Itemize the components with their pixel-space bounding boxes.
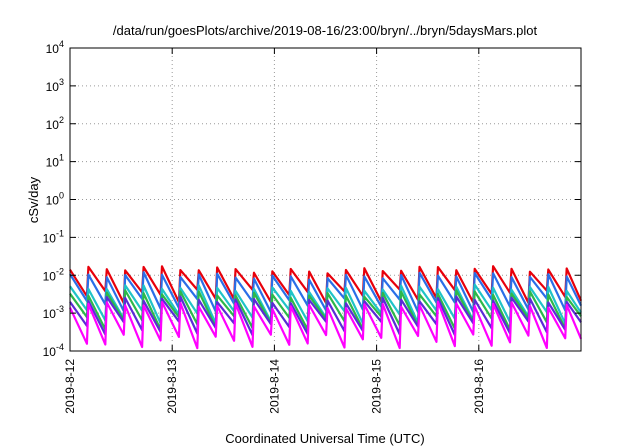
x-axis: 2019-8-12 2019-8-13 2019-8-14 2019-8-15 2019… xyxy=(63,48,486,414)
y-tick-base: 10 xyxy=(46,194,60,208)
series-line xyxy=(69,300,583,350)
y-tick-label: 103 xyxy=(46,77,64,94)
y-tick-base: 10 xyxy=(46,42,60,56)
series-layer xyxy=(69,265,583,350)
y-tick-base: 10 xyxy=(46,156,60,170)
y-tick-label: 10-2 xyxy=(43,266,64,283)
y-tick-exponent: -1 xyxy=(56,228,64,238)
y-tick-exponent: 2 xyxy=(59,115,64,125)
y-tick-exponent: 0 xyxy=(59,191,64,201)
y-tick-base: 10 xyxy=(43,231,57,245)
chart-title: /data/run/goesPlots/archive/2019-08-16/2… xyxy=(113,23,538,38)
x-tick-label: 2019-8-13 xyxy=(165,359,179,414)
y-tick-exponent: 4 xyxy=(59,39,64,49)
y-tick-base: 10 xyxy=(46,80,60,94)
x-tick-label: 2019-8-12 xyxy=(63,359,77,414)
y-tick-base: 10 xyxy=(43,307,57,321)
y-tick-exponent: -3 xyxy=(56,304,64,314)
y-tick-label: 100 xyxy=(46,191,64,208)
y-tick-exponent: 3 xyxy=(59,77,64,87)
y-tick-base: 10 xyxy=(43,269,57,283)
y-tick-base: 10 xyxy=(46,118,60,132)
y-tick-label: 10-1 xyxy=(43,228,64,245)
y-tick-exponent: -2 xyxy=(56,266,64,276)
y-tick-label: 10-3 xyxy=(43,304,64,321)
y-tick-exponent: 1 xyxy=(59,153,64,163)
x-tick-label: 2019-8-16 xyxy=(472,359,486,414)
x-tick-label: 2019-8-14 xyxy=(267,359,281,414)
y-tick-label: 101 xyxy=(46,153,64,170)
y-tick-exponent: -4 xyxy=(56,342,64,352)
y-tick-label: 102 xyxy=(46,115,64,132)
y-axis-label: cSv/day xyxy=(26,176,41,223)
y-tick-base: 10 xyxy=(43,345,57,359)
y-tick-label: 104 xyxy=(46,39,64,56)
y-tick-label: 10-4 xyxy=(43,342,64,359)
x-axis-label: Coordinated Universal Time (UTC) xyxy=(225,431,424,446)
x-tick-label: 2019-8-15 xyxy=(370,359,384,414)
